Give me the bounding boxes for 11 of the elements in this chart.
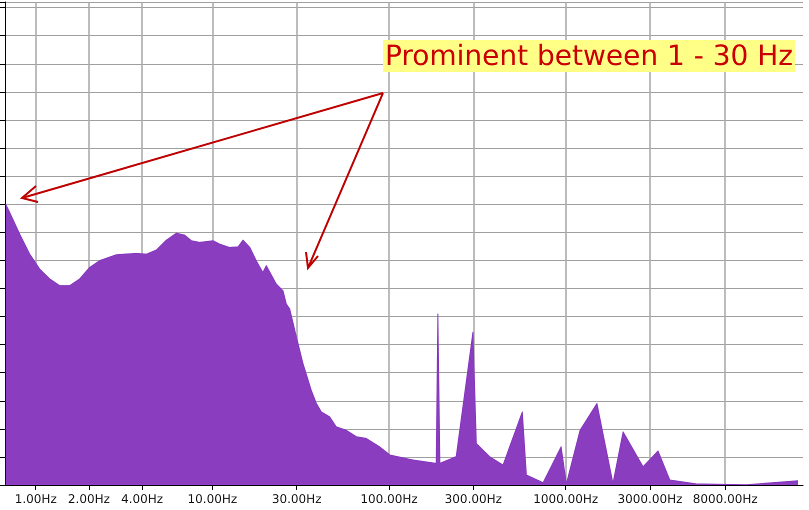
x-tick-label: 8000.00Hz [692,492,758,506]
x-tick-label: 1.00Hz [14,492,57,506]
x-tick-label: 2.00Hz [68,492,110,506]
x-tick-label: 300.00Hz [444,492,502,506]
x-tick-label: 30.00Hz [272,492,322,506]
x-tick-label: 4.00Hz [121,492,164,506]
x-tick-label: 10.00Hz [188,492,238,506]
text: Prominent between 1 - 30 Hz [382,39,795,72]
x-tick-label: 3000.00Hz [617,492,682,506]
x-tick-label: 100.00Hz [360,492,418,506]
x-tick-label: 1000.00Hz [533,492,598,506]
